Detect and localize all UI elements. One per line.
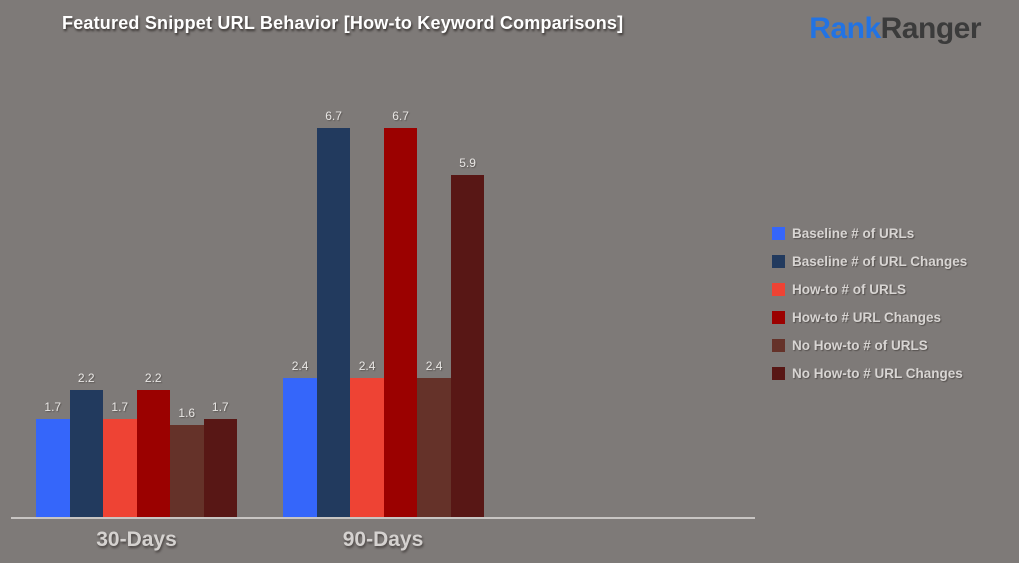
category-label-30-days: 30-Days: [96, 528, 177, 551]
bar: [36, 419, 70, 518]
legend-item: How-to # URL Changes: [772, 303, 967, 331]
legend-item: Baseline # of URLs: [772, 219, 967, 247]
bar-value-label: 1.6: [178, 405, 196, 420]
bar: [203, 419, 237, 518]
legend-swatch-icon: [772, 226, 785, 240]
logo-part-rank: Rank: [809, 12, 881, 45]
chart-title: Featured Snippet URL Behavior [How-to Ke…: [62, 13, 624, 33]
legend-label: How-to # URL Changes: [792, 309, 942, 325]
legend-swatch-icon: [772, 282, 785, 296]
x-axis-line: [11, 517, 755, 519]
bar-value-label: 2.4: [358, 359, 376, 374]
rankranger-logo: RankRanger: [809, 12, 981, 46]
legend-swatch-icon: [772, 310, 785, 324]
legend-label: Baseline # of URL Changes: [792, 253, 968, 269]
legend-item: How-to # of URLS: [772, 275, 967, 303]
bar: [316, 128, 351, 518]
legend-label: No How-to # of URLS: [792, 337, 928, 353]
legend-item: No How-to # URL Changes: [772, 359, 967, 387]
bar: [283, 378, 317, 518]
bar: [136, 389, 170, 518]
legend-swatch-icon: [772, 366, 785, 380]
bar-value-label: 1.7: [44, 400, 62, 415]
bar: [69, 389, 103, 518]
bar: [383, 128, 418, 518]
logo-part-ranger: Ranger: [880, 12, 982, 45]
bar: [450, 174, 485, 518]
bar: [103, 419, 137, 518]
bar-value-label: 6.7: [325, 109, 342, 124]
bar-value-label: 2.4: [291, 359, 309, 374]
legend-label: How-to # of URLS: [792, 281, 906, 297]
bar-value-label: 1.7: [211, 400, 229, 415]
bar-value-label: 1.7: [111, 400, 129, 415]
bar-value-label: 2.4: [425, 359, 443, 374]
legend-swatch-icon: [772, 338, 785, 352]
bar: [170, 424, 204, 518]
bar-value-label: 6.7: [392, 109, 409, 124]
bar: [417, 378, 451, 518]
legend-label: No How-to # URL Changes: [792, 365, 963, 381]
bar-value-label: 5.9: [459, 155, 476, 170]
legend-item: No How-to # of URLS: [772, 331, 967, 359]
legend-item: Baseline # of URL Changes: [772, 247, 967, 275]
category-label-90-days: 90-Days: [342, 528, 424, 551]
legend-label: Baseline # of URLs: [792, 225, 915, 241]
bar-value-label: 2.2: [144, 370, 162, 385]
chart-legend: Baseline # of URLs Baseline # of URL Cha…: [772, 219, 967, 387]
bar: [350, 378, 384, 518]
bar-value-label: 2.2: [77, 370, 95, 385]
legend-swatch-icon: [772, 254, 785, 268]
